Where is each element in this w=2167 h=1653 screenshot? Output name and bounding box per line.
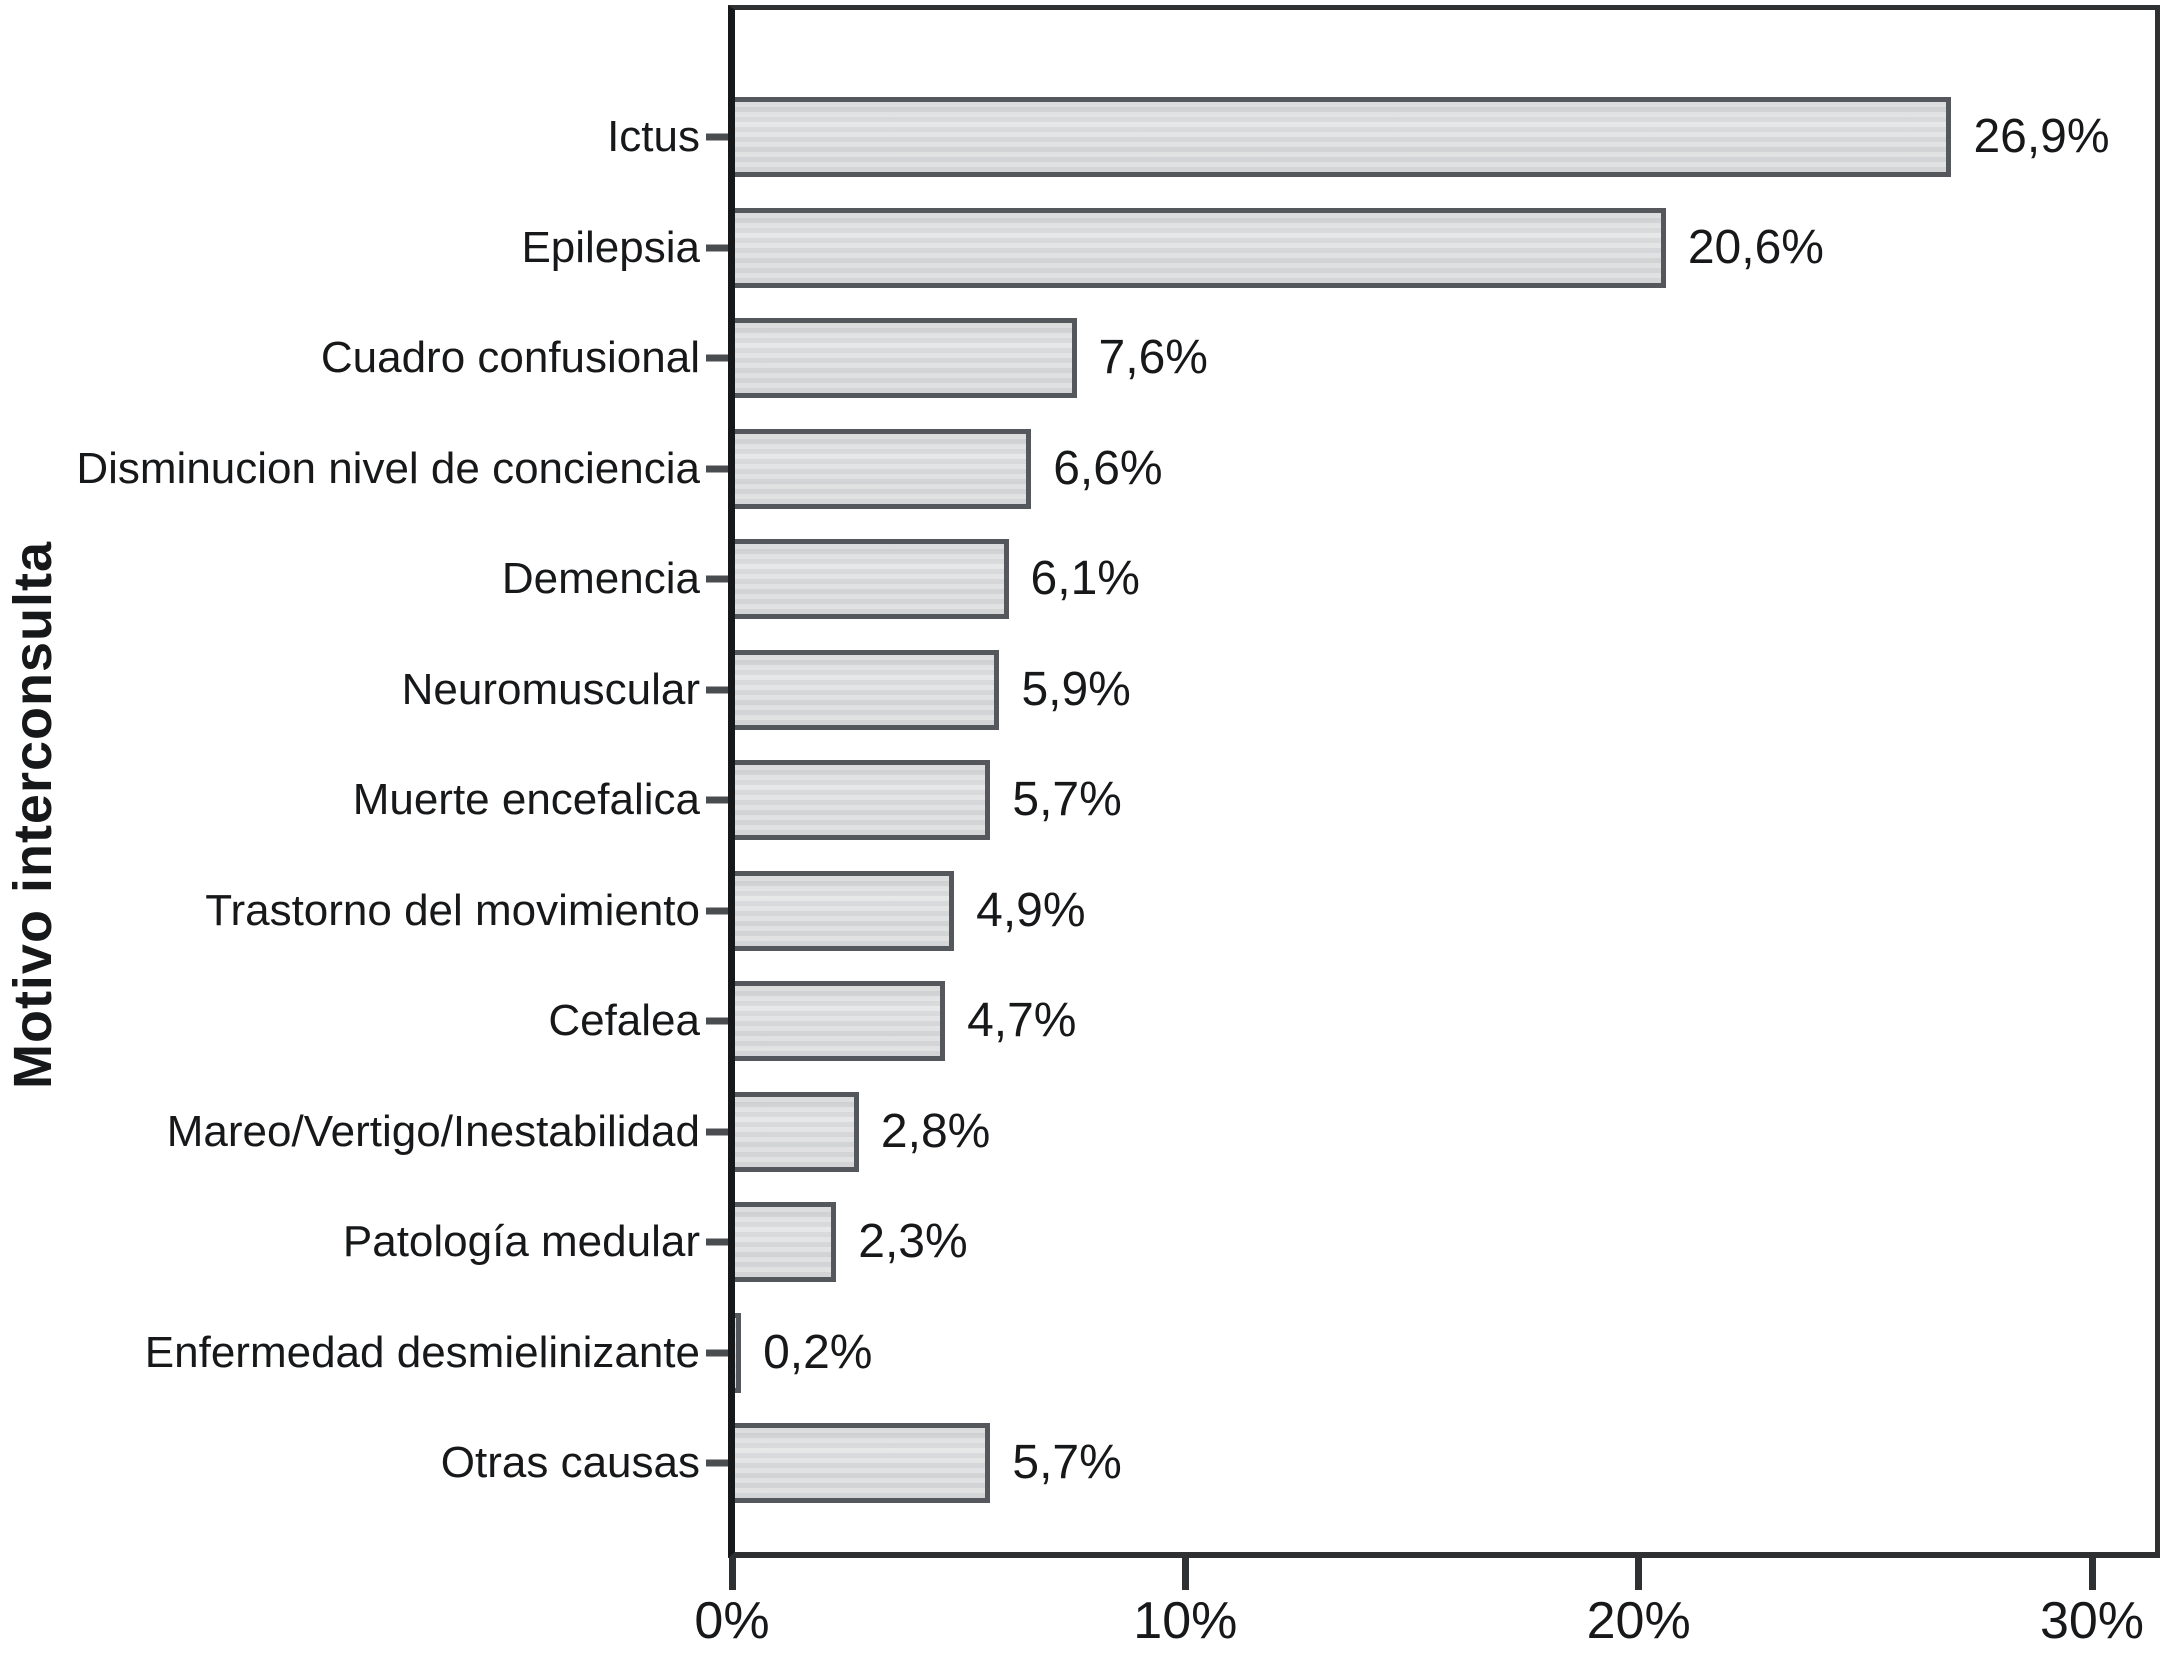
- value-label: 4,9%: [976, 883, 1086, 937]
- x-tick-label: 0%: [694, 1592, 770, 1650]
- category-label: Muerte encefalica: [352, 775, 700, 825]
- x-tick-label: 20%: [1586, 1592, 1691, 1650]
- x-axis-tick: [1635, 1558, 1643, 1590]
- x-axis-tick: [728, 1558, 736, 1590]
- category-label: Mareo/Vertigo/Inestabilidad: [166, 1106, 700, 1156]
- value-label: 6,6%: [1053, 441, 1163, 495]
- y-axis-tick: [706, 133, 732, 141]
- bar: [732, 207, 1666, 288]
- bar: [732, 981, 946, 1062]
- value-label: 2,3%: [858, 1215, 968, 1269]
- bar-row: Neuromuscular 5,9%: [0, 635, 2167, 746]
- bar: [732, 539, 1009, 620]
- x-tick-label: 10%: [1133, 1592, 1238, 1650]
- y-axis-tick: [706, 1128, 732, 1136]
- x-axis-tick: [2088, 1558, 2096, 1590]
- value-label: 5,7%: [1012, 773, 1122, 827]
- category-label: Enfermedad desmielinizante: [144, 1327, 700, 1377]
- value-label: 5,7%: [1012, 1436, 1122, 1490]
- value-label: 26,9%: [1973, 110, 2110, 164]
- value-label: 20,6%: [1687, 220, 1824, 274]
- y-axis-tick: [706, 1349, 732, 1357]
- category-label: Demencia: [501, 554, 700, 604]
- bar-row: Trastorno del movimiento 4,9%: [0, 856, 2167, 967]
- y-axis-tick: [706, 575, 732, 583]
- category-label: Disminucion nivel de conciencia: [76, 443, 700, 493]
- bar-row: Patología medular 2,3%: [0, 1187, 2167, 1298]
- bar-row: Disminucion nivel de conciencia 6,6%: [0, 414, 2167, 525]
- y-axis-tick: [706, 686, 732, 694]
- x-tick-label: 30%: [2039, 1592, 2145, 1650]
- bar: [732, 1202, 837, 1283]
- bar-row: Mareo/Vertigo/Inestabilidad 2,8%: [0, 1077, 2167, 1188]
- bar-row: Cefalea 4,7%: [0, 966, 2167, 1077]
- y-axis-tick: [706, 796, 732, 804]
- y-axis-tick: [706, 907, 732, 915]
- bar: [732, 1091, 859, 1172]
- value-label: 7,6%: [1098, 331, 1208, 385]
- category-label: Cefalea: [548, 996, 700, 1046]
- bar: [732, 1423, 991, 1504]
- bar: [732, 318, 1077, 399]
- value-label: 0,2%: [763, 1325, 873, 1379]
- y-axis-tick: [706, 244, 732, 252]
- y-axis-tick: [706, 1017, 732, 1025]
- category-label: Patología medular: [342, 1217, 700, 1267]
- category-label: Trastorno del movimiento: [205, 885, 700, 935]
- bar-row: Muerte encefalica 5,7%: [0, 745, 2167, 856]
- bar-row: Otras causas 5,7%: [0, 1408, 2167, 1519]
- value-label: 6,1%: [1030, 552, 1140, 606]
- y-axis-tick: [706, 465, 732, 473]
- bar: [732, 428, 1032, 509]
- bar: [732, 760, 991, 841]
- bar: [732, 97, 1952, 178]
- bar-row: Epilepsia 20,6%: [0, 193, 2167, 304]
- category-label: Otras causas: [440, 1438, 700, 1488]
- y-axis-tick: [706, 1238, 732, 1246]
- value-label: 5,9%: [1021, 662, 1131, 716]
- category-label: Neuromuscular: [401, 664, 700, 714]
- category-label: Epilepsia: [521, 222, 700, 272]
- category-label: Ictus: [607, 112, 700, 162]
- value-label: 2,8%: [880, 1104, 991, 1158]
- bar: [732, 649, 1000, 730]
- bar-row: Cuadro confusional 7,6%: [0, 303, 2167, 414]
- category-label: Cuadro confusional: [320, 333, 700, 383]
- bar-row: Demencia 6,1%: [0, 524, 2167, 635]
- y-axis-tick: [706, 1459, 732, 1467]
- bar: [732, 870, 955, 951]
- bar-row: Ictus 26,9%: [0, 82, 2167, 193]
- bar-row: Enfermedad desmielinizante 0,2%: [0, 1298, 2167, 1409]
- value-label: 4,7%: [967, 994, 1077, 1048]
- y-axis-tick: [706, 354, 732, 362]
- chart-rows: Ictus 26,9% Epilepsia 20,6% Cuadro confusion…: [0, 82, 2167, 1519]
- x-axis-tick: [1181, 1558, 1189, 1590]
